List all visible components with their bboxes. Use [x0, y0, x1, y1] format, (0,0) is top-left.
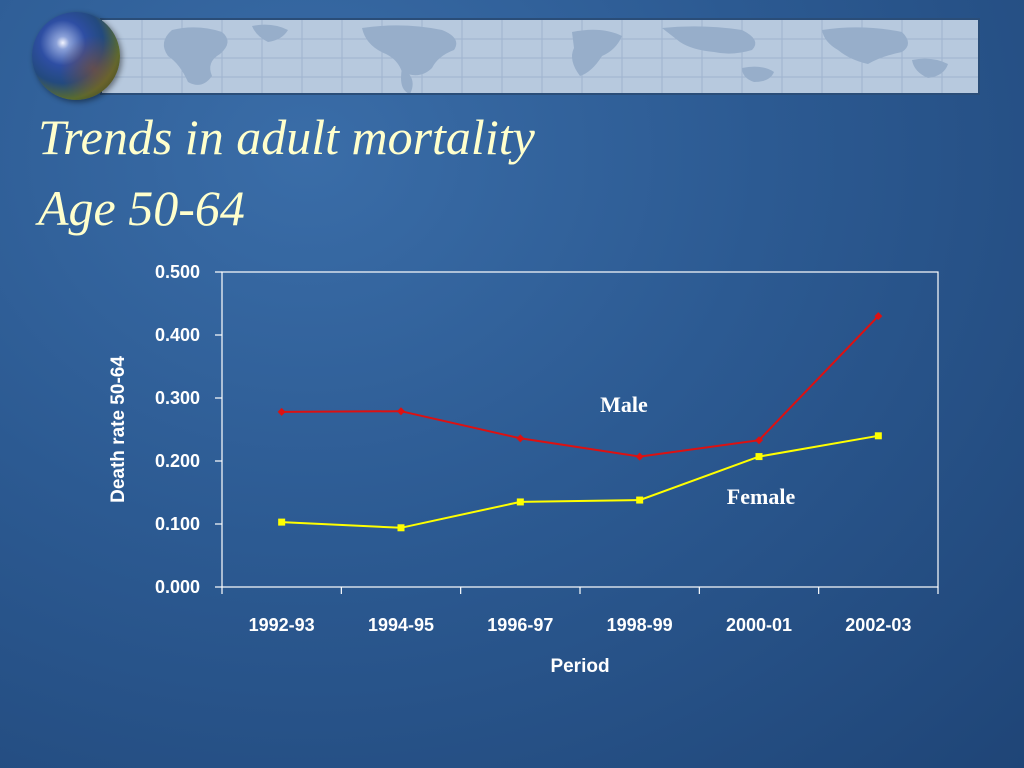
data-point-female [636, 496, 644, 504]
data-point-female [755, 453, 763, 461]
y-axis-title: Death rate 50-64 [108, 356, 129, 503]
y-tick-label: 0.100 [155, 514, 200, 534]
data-point-male [397, 407, 405, 416]
chart-series [277, 312, 883, 532]
data-point-male [874, 312, 883, 321]
slide-title-line-1: Trends in adult mortality [38, 109, 535, 165]
series-line-female [281, 434, 879, 529]
x-tick-labels: 1992-93 1994-95 1996-97 1998-99 2000-01 2002-… [249, 615, 912, 635]
series-line-male [281, 315, 880, 458]
data-point-male [277, 407, 286, 416]
y-tick-label: 0.300 [155, 388, 200, 408]
x-tick-label: 1998-99 [607, 615, 673, 635]
x-tick-label: 1994-95 [368, 615, 434, 635]
y-tick-label: 0.200 [155, 451, 200, 471]
plot-area-frame [221, 271, 939, 588]
series-label-female: Female [727, 484, 796, 509]
data-point-male [516, 434, 525, 443]
chart-axes [215, 271, 939, 594]
x-tick-label: 2000-01 [726, 615, 792, 635]
data-point-male [755, 436, 763, 445]
world-map-graphic [102, 20, 978, 93]
series-label-male: Male [600, 392, 648, 417]
y-tick-label: 0.500 [155, 262, 200, 282]
data-point-female [516, 498, 524, 506]
data-point-female [397, 524, 405, 532]
x-tick-label: 1996-97 [487, 615, 553, 635]
slide-title-line-2: Age 50-64 [38, 180, 245, 236]
globe-shading [32, 12, 120, 100]
y-tick-label: 0.400 [155, 325, 200, 345]
x-tick-label: 1992-93 [249, 615, 315, 635]
world-map-banner [100, 18, 980, 95]
x-axis-title: Period [550, 656, 609, 677]
y-tick-label: 0.000 [155, 577, 200, 597]
x-tick-label: 2002-03 [845, 615, 911, 635]
data-point-male [635, 452, 644, 461]
data-point-female [278, 518, 286, 526]
data-point-female [874, 432, 882, 440]
globe-icon [32, 12, 120, 100]
y-tick-labels: 0.000 0.100 0.200 0.300 0.400 0.500 [155, 262, 200, 597]
